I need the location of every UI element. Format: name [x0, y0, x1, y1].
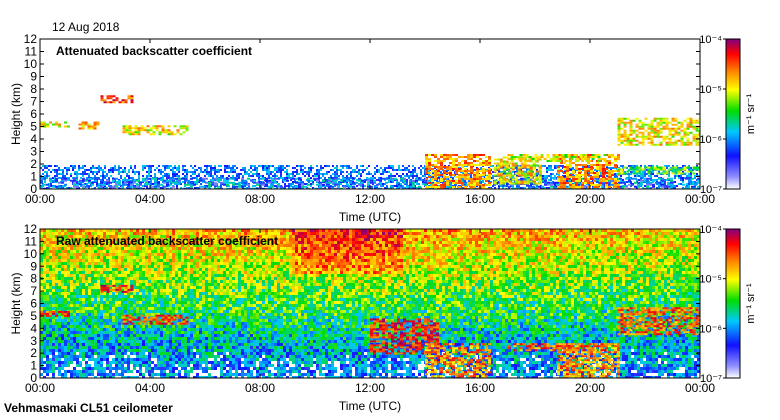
panel-title: Attenuated backscatter coefficient	[56, 44, 252, 58]
y-tick-label: 3	[30, 145, 37, 159]
y-tick-label: 8	[30, 272, 37, 286]
x-tick-label: 20:00	[575, 192, 605, 206]
y-tick-label: 12	[24, 32, 38, 46]
y-tick-label: 9	[30, 70, 37, 84]
y-tick-label: 11	[25, 45, 38, 59]
y-tick-label: 5	[30, 309, 37, 323]
y-tick-label: 8	[30, 82, 37, 96]
y-axis-label: Height (km)	[9, 83, 23, 145]
colorbar-tick-label: 10⁻⁴	[699, 224, 722, 236]
colorbar	[725, 38, 741, 190]
colorbar-label: m⁻¹ sr⁻¹	[745, 94, 757, 135]
y-tick-label: 6	[30, 107, 37, 121]
y-tick-label: 12	[24, 222, 38, 236]
y-tick-label: 5	[30, 120, 37, 134]
instrument-label: Vehmasmaki CL51 ceilometer	[4, 401, 173, 415]
y-tick-label: 10	[24, 57, 38, 71]
x-tick-label: 12:00	[355, 381, 385, 395]
y-tick-label: 3	[30, 334, 37, 348]
x-tick-label: 16:00	[465, 192, 495, 206]
y-tick-label: 10	[24, 247, 38, 261]
y-tick-label: 11	[25, 234, 38, 248]
x-tick-label: 20:00	[575, 381, 605, 395]
x-tick-label: 00:00	[25, 381, 55, 395]
colorbar-tick-label: 10⁻⁷	[700, 184, 722, 196]
x-tick-label: 00:00	[25, 192, 55, 206]
y-tick-label: 1	[30, 359, 37, 373]
colorbar-tick-label: 10⁻⁵	[699, 84, 722, 96]
colorbar-tick-label: 10⁻⁷	[700, 373, 722, 385]
y-tick-label: 4	[30, 321, 37, 335]
y-tick-label: 9	[30, 259, 37, 273]
x-tick-label: 00:00	[685, 381, 715, 395]
y-axis-label: Height (km)	[9, 272, 23, 334]
y-tick-label: 7	[30, 284, 37, 298]
x-tick-label: 12:00	[355, 192, 385, 206]
heatmap-panel-1	[40, 39, 700, 189]
date-label: 12 Aug 2018	[52, 20, 120, 34]
y-tick-label: 4	[30, 132, 37, 146]
x-tick-label: 08:00	[245, 381, 275, 395]
y-tick-label: 1	[30, 170, 37, 184]
colorbar-label: m⁻¹ sr⁻¹	[745, 283, 757, 324]
colorbar-tick-label: 10⁻⁴	[699, 34, 722, 46]
x-axis-label: Time (UTC)	[339, 210, 401, 224]
x-tick-label: 04:00	[135, 192, 165, 206]
colorbar-tick-label: 10⁻⁶	[699, 323, 722, 335]
heatmap-panel-2	[40, 229, 700, 378]
y-tick-label: 2	[30, 346, 37, 360]
x-tick-label: 00:00	[685, 192, 715, 206]
y-tick-label: 2	[30, 157, 37, 171]
panel-title: Raw attenuated backscatter coefficient	[56, 234, 278, 248]
colorbar-tick-label: 10⁻⁶	[699, 134, 722, 146]
y-tick-label: 6	[30, 297, 37, 311]
colorbar-tick-label: 10⁻⁵	[699, 274, 722, 286]
y-tick-label: 0	[30, 371, 37, 385]
x-tick-label: 04:00	[135, 381, 165, 395]
x-tick-label: 16:00	[465, 381, 495, 395]
y-tick-label: 0	[30, 182, 37, 196]
x-axis-label: Time (UTC)	[339, 399, 401, 413]
y-tick-label: 7	[30, 95, 37, 109]
x-tick-label: 08:00	[245, 192, 275, 206]
colorbar	[725, 228, 741, 379]
